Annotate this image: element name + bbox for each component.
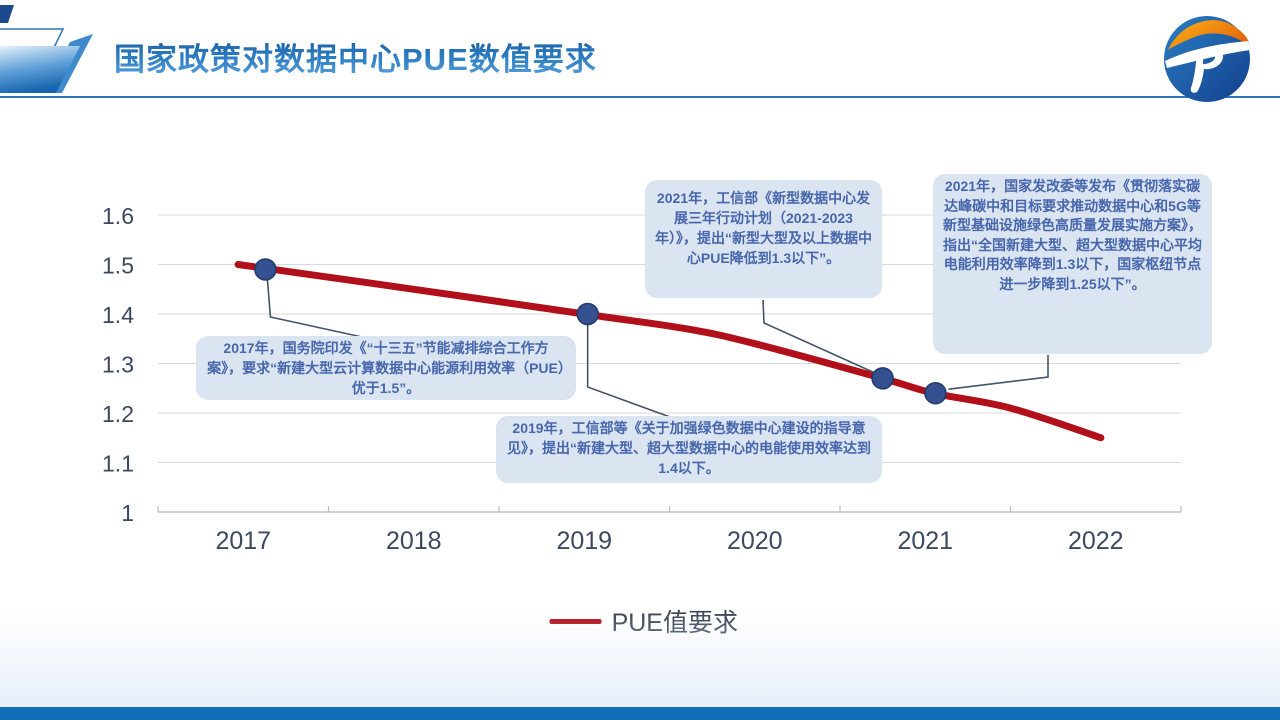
legend-line-swatch (549, 618, 602, 624)
callout-connector (948, 355, 1049, 390)
callout-2021-miit: 2021年，工信部《新型数据中心发展三年行动计划（2021-2023年）》，提出… (645, 180, 882, 298)
x-axis-label: 2017 (215, 527, 271, 555)
y-axis-label: 1.2 (102, 401, 134, 427)
y-axis-label: 1 (121, 500, 134, 526)
callout-2017-state-council: 2017年，国务院印发《“十三五”节能减排综合工作方案》，要求“新建大型云计算数… (196, 336, 576, 400)
pue-requirement-line (234, 261, 1105, 442)
callout-2021-ndrc: 2021年，国家发改委等发布《贯彻落实碳达峰碳中和目标要求推动数据中心和5G等新… (933, 174, 1212, 354)
y-axis-label: 1.4 (102, 302, 134, 328)
page-title: 国家政策对数据中心PUE数值要求 (114, 34, 597, 79)
x-axis-label: 2019 (556, 527, 612, 555)
x-axis-label: 2020 (727, 527, 783, 555)
callout-connector (266, 279, 363, 338)
data-point-miit2021 (871, 367, 894, 390)
header-divider (0, 96, 1280, 98)
data-point-y2017 (254, 258, 277, 281)
y-axis-label: 1.3 (102, 352, 134, 378)
y-axis-label: 1.6 (102, 203, 134, 229)
data-point-y2019 (576, 302, 599, 326)
x-axis-label: 2022 (1068, 527, 1124, 555)
data-point-ndrc2021 (924, 381, 947, 405)
x-axis-label: 2018 (386, 527, 442, 555)
y-axis-label: 1.1 (102, 451, 134, 477)
callout-connector (586, 324, 671, 418)
callout-2019-miit: 2019年，工信部等《关于加强绿色数据中心建设的指导意见》，提出“新建大型、超大… (496, 416, 882, 483)
legend-label: PUE值要求 (611, 609, 738, 637)
footer-bar (0, 707, 1280, 720)
header-corner-decoration (0, 5, 93, 93)
y-axis-label: 1.5 (102, 253, 134, 279)
chart-legend: PUE值要求 (549, 603, 738, 639)
company-logo-icon (1164, 16, 1250, 102)
callout-connector (762, 299, 874, 374)
x-axis-label: 2021 (897, 527, 953, 555)
